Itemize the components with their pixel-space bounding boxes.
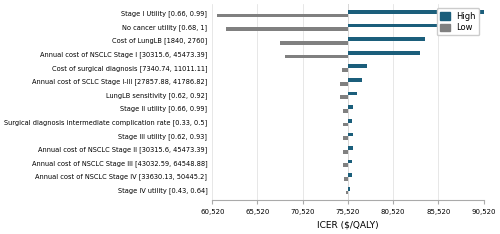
Bar [340,82,348,86]
Bar [342,68,348,72]
Bar [348,187,350,191]
Bar [348,132,354,136]
Bar [217,14,348,18]
Bar [342,136,348,140]
Bar [344,164,348,167]
X-axis label: ICER ($/QALY): ICER ($/QALY) [317,221,378,230]
Legend: High, Low: High, Low [436,8,480,36]
Bar [342,109,348,113]
Bar [340,95,348,99]
Bar [348,105,354,109]
Bar [348,24,470,27]
Bar [342,150,348,154]
Bar [342,123,348,126]
Bar [226,27,348,31]
Bar [348,92,357,95]
Bar [348,78,362,82]
Bar [348,146,354,150]
Bar [280,41,348,45]
Bar [348,10,484,14]
Bar [344,177,348,181]
Bar [284,55,348,58]
Bar [348,64,367,68]
Bar [348,173,352,177]
Bar [346,191,348,194]
Bar [348,51,420,55]
Bar [348,160,352,164]
Bar [348,37,425,41]
Bar [348,119,352,123]
